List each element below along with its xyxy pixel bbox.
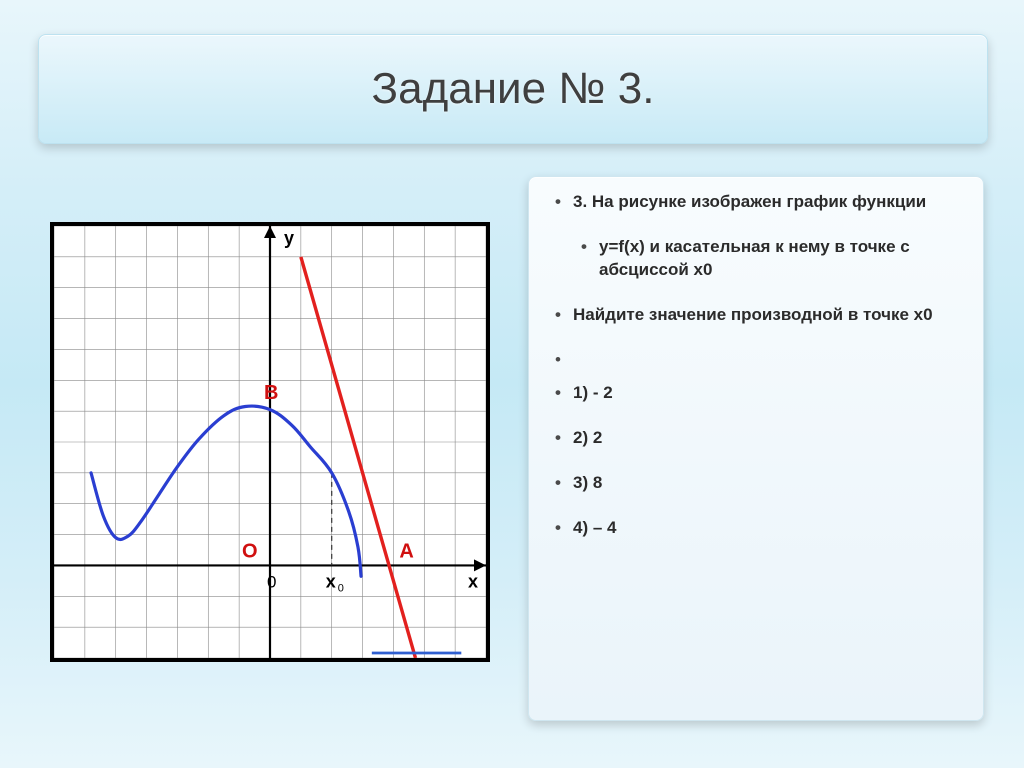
svg-text:A: A: [399, 540, 413, 562]
svg-text:B: B: [264, 382, 278, 404]
slide-title: Задание № 3.: [372, 64, 655, 114]
answer-option-2: 2) 2: [551, 427, 961, 450]
svg-text:0: 0: [338, 582, 344, 594]
problem-statement-1: 3. На рисунке изображен график функции: [551, 191, 961, 214]
spacer: [551, 349, 961, 372]
answer-option-4: 4) – 4: [551, 517, 961, 540]
chart: yxO0x0BA: [50, 222, 490, 662]
answer-option-3: 3) 8: [551, 472, 961, 495]
svg-text:x: x: [326, 571, 336, 591]
svg-text:O: O: [242, 540, 258, 562]
problem-statement-3: Найдите значение производной в точке x0: [551, 304, 961, 327]
slide: Задание № 3. 3. На рисунке изображен гра…: [0, 0, 1024, 768]
problem-statement-2: y=f(x) и касательная к нему в точке с аб…: [551, 236, 961, 282]
svg-text:y: y: [284, 228, 294, 248]
svg-text:x: x: [468, 571, 478, 591]
content-panel: 3. На рисунке изображен график функции y…: [528, 176, 984, 721]
bullet-list: 3. На рисунке изображен график функции y…: [551, 191, 961, 539]
chart-svg: yxO0x0BA: [54, 226, 486, 658]
answer-option-1: 1) - 2: [551, 382, 961, 405]
title-panel: Задание № 3.: [38, 34, 988, 144]
svg-text:0: 0: [267, 572, 276, 591]
